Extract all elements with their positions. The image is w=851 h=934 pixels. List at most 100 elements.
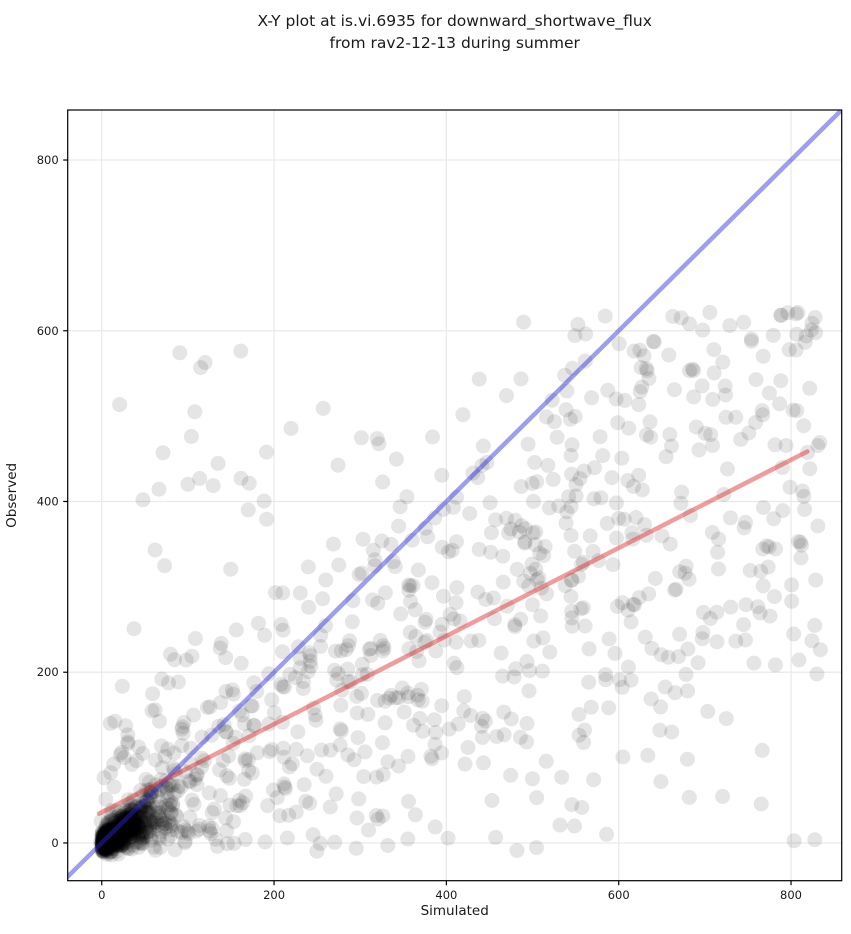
scatter-point: [396, 704, 412, 720]
scatter-point: [300, 664, 316, 680]
scatter-point: [110, 824, 126, 840]
scatter-point: [218, 724, 234, 740]
scatter-point: [564, 797, 580, 813]
scatter-point: [99, 835, 115, 851]
scatter-point: [149, 789, 165, 805]
scatter-point: [507, 617, 523, 633]
scatter-point: [519, 654, 535, 669]
scatter-point: [109, 827, 125, 843]
scatter-point: [394, 680, 410, 696]
scatter-point: [166, 745, 182, 761]
scatter-point: [94, 833, 110, 849]
scatter-point: [755, 578, 771, 594]
scatter-point: [104, 828, 120, 844]
scatter-point: [202, 823, 218, 839]
scatter-point: [105, 841, 121, 857]
scatter-point: [328, 786, 344, 802]
scatter-point: [410, 692, 426, 708]
scatter-point: [97, 829, 113, 845]
scatter-point: [376, 640, 392, 656]
scatter-point: [118, 838, 134, 854]
scatter-point: [332, 737, 348, 753]
scatter-point: [109, 836, 125, 852]
scatter-point: [187, 771, 203, 787]
scatter-point: [96, 826, 112, 842]
scatter-point: [153, 805, 168, 821]
scatter-point: [96, 827, 112, 843]
scatter-point: [97, 828, 113, 844]
scatter-point: [106, 829, 122, 845]
scatter-point: [415, 723, 431, 739]
scatter-point: [149, 818, 165, 834]
scatter-point: [163, 822, 179, 838]
scatter-point: [524, 556, 540, 572]
scatter-point: [517, 535, 533, 551]
scatter-point: [137, 815, 153, 831]
scatter-point: [667, 582, 683, 598]
scatter-point: [143, 784, 159, 800]
scatter-point: [197, 355, 213, 370]
scatter-point: [538, 753, 554, 769]
scatter-point: [104, 813, 120, 829]
scatter-point: [123, 821, 139, 837]
scatter-point: [126, 818, 142, 834]
scatter-point: [535, 630, 551, 646]
scatter-point: [370, 692, 386, 708]
scatter-points: [92, 304, 828, 863]
scatter-point: [643, 429, 659, 445]
scatter-point: [120, 841, 136, 857]
scatter-point: [97, 840, 112, 855]
scatter-point: [96, 838, 111, 854]
scatter-point: [118, 832, 134, 848]
scatter-point: [102, 841, 117, 857]
scatter-point: [111, 825, 126, 841]
scatter-point: [113, 823, 129, 839]
scatter-point: [101, 829, 117, 845]
scatter-point: [106, 832, 122, 848]
scatter-point: [98, 828, 114, 844]
scatter-point: [385, 554, 401, 570]
scatter-point: [115, 812, 130, 828]
scatter-point: [146, 839, 162, 855]
scatter-point: [106, 821, 122, 837]
scatter-point: [120, 819, 136, 835]
scatter-point: [340, 747, 356, 763]
scatter-point: [103, 836, 119, 852]
scatter-point: [109, 832, 125, 848]
scatter-point: [287, 670, 303, 686]
scatter-point: [100, 836, 116, 852]
scatter-point: [111, 808, 127, 824]
scatter-point: [149, 805, 165, 821]
scatter-point: [810, 518, 826, 534]
scatter-point: [101, 831, 117, 847]
scatter-point: [95, 841, 111, 857]
scatter-point: [152, 799, 167, 815]
scatter-point: [338, 642, 354, 658]
scatter-point: [106, 756, 122, 772]
scatter-point: [99, 830, 115, 846]
scatter-point: [148, 812, 164, 828]
scatter-point: [486, 590, 501, 606]
scatter-point: [106, 833, 122, 849]
scatter-point: [104, 822, 120, 838]
scatter-point: [354, 656, 370, 672]
scatter-point: [104, 802, 120, 818]
scatter-point: [576, 734, 592, 750]
scatter-point: [424, 751, 440, 767]
scatter-point: [755, 541, 771, 557]
scatter-point: [773, 307, 789, 323]
scatter-point: [444, 542, 460, 558]
scatter-point: [107, 827, 123, 843]
scatter-point: [104, 832, 120, 848]
scatter-point: [276, 776, 292, 792]
scatter-point: [237, 753, 253, 769]
scatter-point: [173, 779, 189, 795]
scatter-point: [95, 835, 111, 851]
scatter-point: [124, 841, 140, 857]
scatter-point: [124, 757, 140, 772]
scatter-point: [107, 810, 123, 826]
scatter-point: [98, 831, 113, 847]
scatter-point: [108, 829, 124, 845]
scatter-point: [737, 632, 753, 648]
scatter-point: [96, 835, 111, 851]
